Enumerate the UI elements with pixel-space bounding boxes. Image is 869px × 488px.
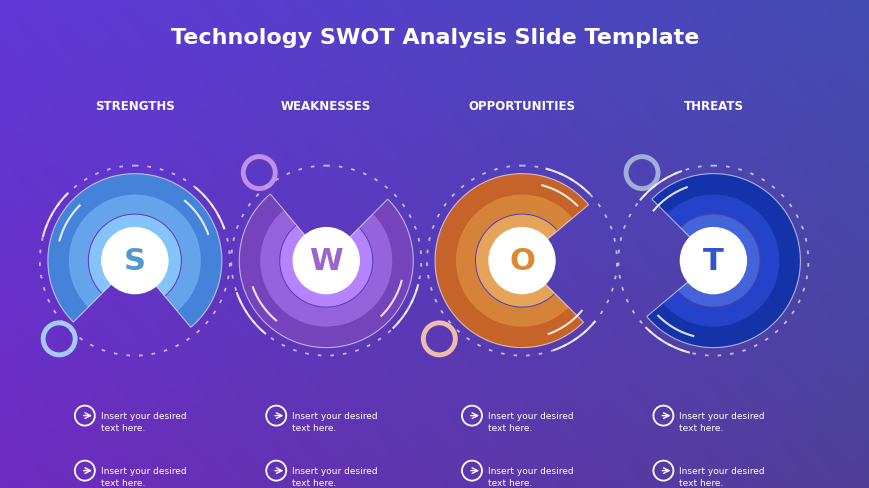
Text: Insert your desired
text here.: Insert your desired text here. xyxy=(101,411,186,432)
Text: THREATS: THREATS xyxy=(683,100,742,113)
Wedge shape xyxy=(48,174,222,327)
Circle shape xyxy=(102,228,168,294)
Wedge shape xyxy=(455,195,572,327)
Text: Insert your desired
text here.: Insert your desired text here. xyxy=(292,411,377,432)
Text: O: O xyxy=(508,246,534,276)
Text: Insert your desired
text here.: Insert your desired text here. xyxy=(292,466,377,487)
Wedge shape xyxy=(434,174,588,348)
Text: W: W xyxy=(309,246,342,276)
Wedge shape xyxy=(69,195,201,311)
Text: Insert your desired
text here.: Insert your desired text here. xyxy=(679,466,764,487)
Wedge shape xyxy=(677,215,759,307)
Wedge shape xyxy=(89,215,181,296)
Circle shape xyxy=(293,228,359,294)
Circle shape xyxy=(488,228,554,294)
Text: WEAKNESSES: WEAKNESSES xyxy=(281,100,371,113)
Text: S: S xyxy=(123,246,146,276)
Wedge shape xyxy=(239,195,413,348)
Circle shape xyxy=(680,228,746,294)
Wedge shape xyxy=(475,215,557,307)
Wedge shape xyxy=(646,174,799,348)
Text: Insert your desired
text here.: Insert your desired text here. xyxy=(679,411,764,432)
Text: OPPORTUNITIES: OPPORTUNITIES xyxy=(468,100,574,113)
Wedge shape xyxy=(280,226,372,307)
Text: Insert your desired
text here.: Insert your desired text here. xyxy=(488,466,573,487)
Wedge shape xyxy=(260,211,392,327)
Text: STRENGTHS: STRENGTHS xyxy=(95,100,175,113)
Text: T: T xyxy=(702,246,723,276)
Text: Insert your desired
text here.: Insert your desired text here. xyxy=(101,466,186,487)
Wedge shape xyxy=(662,195,779,327)
Text: Technology SWOT Analysis Slide Template: Technology SWOT Analysis Slide Template xyxy=(170,28,699,48)
Text: Insert your desired
text here.: Insert your desired text here. xyxy=(488,411,573,432)
